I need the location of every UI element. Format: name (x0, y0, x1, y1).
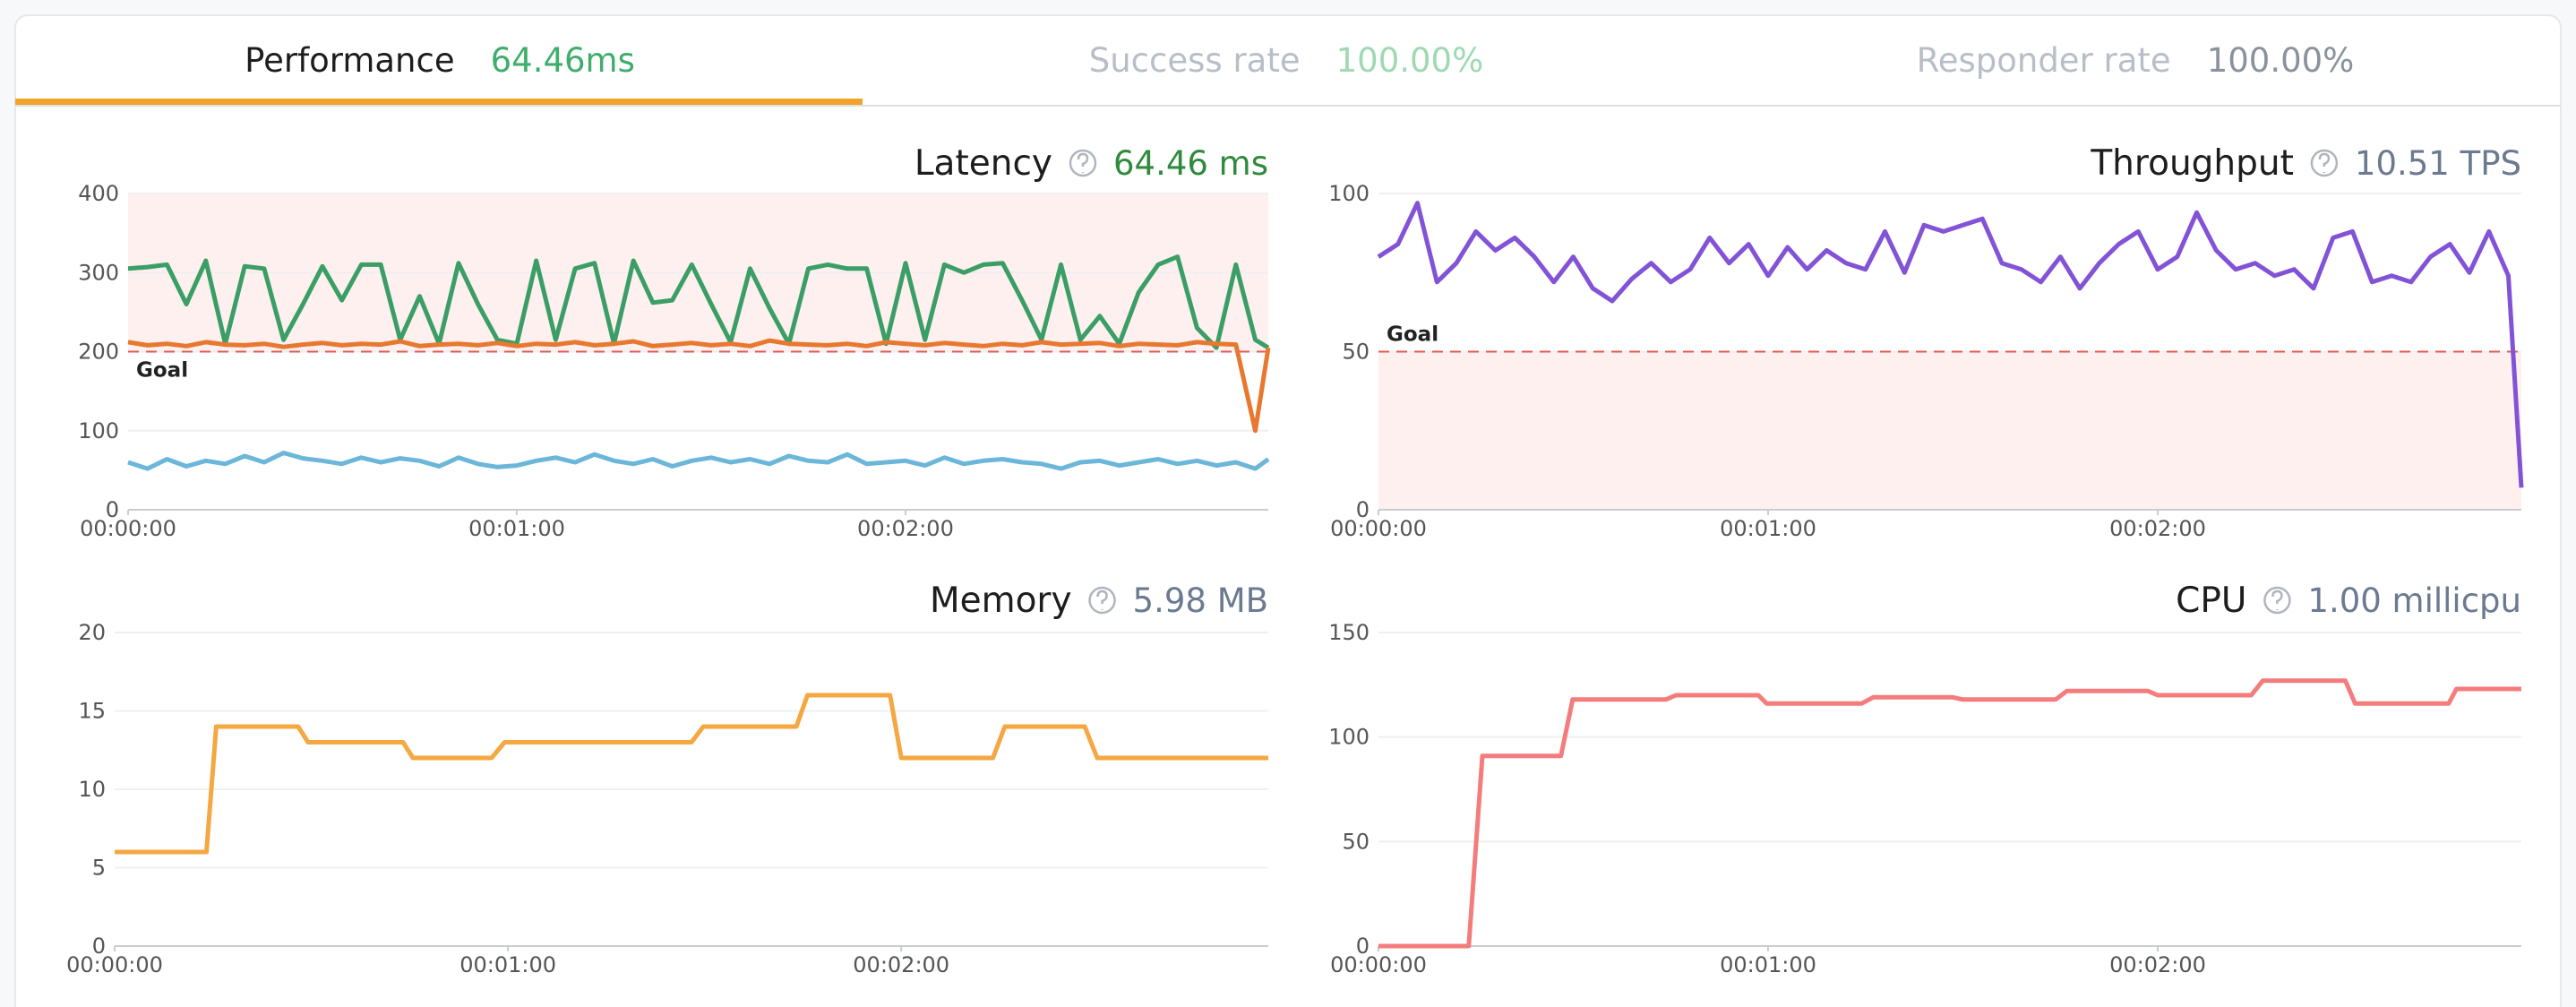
x-tick-label: 00:01:00 (459, 952, 556, 977)
y-tick-label: 300 (78, 260, 119, 285)
tab-label[interactable]: Success rate (1089, 41, 1301, 80)
tab-label[interactable]: Performance (245, 41, 454, 80)
y-tick-label: 50 (1342, 829, 1370, 854)
x-tick-label: 00:00:00 (1330, 516, 1427, 541)
chart-title: Memory (930, 581, 1072, 621)
help-icon[interactable] (1088, 586, 1116, 615)
series-line (115, 693, 1268, 855)
help-icon-glyph[interactable] (2318, 152, 2331, 173)
y-tick-label: 400 (78, 181, 119, 206)
x-tick-label: 00:02:00 (857, 516, 954, 541)
chart-summary: 10.51 TPS (2355, 144, 2521, 183)
series-line (127, 451, 1270, 471)
tab-value[interactable]: 100.00% (1336, 41, 1484, 80)
tab-value[interactable]: 100.00% (2207, 41, 2355, 80)
help-icon-glyph[interactable] (1077, 152, 1089, 173)
chart-title: Latency (914, 143, 1052, 184)
y-tick-label: 0 (1356, 934, 1370, 959)
chart-summary: 1.00 millicpu (2307, 581, 2521, 620)
y-tick-label: 20 (78, 620, 106, 645)
y-tick-label: 0 (1356, 497, 1370, 522)
x-tick-label: 00:02:00 (853, 952, 949, 977)
y-tick-label: 100 (78, 418, 119, 443)
x-tick-label: 00:02:00 (2109, 516, 2206, 541)
y-tick-label: 100 (1328, 725, 1370, 750)
x-tick-label: 00:01:00 (1720, 516, 1816, 541)
tab-value[interactable]: 64.46ms (491, 41, 635, 80)
chart-summary: 64.46 ms (1113, 144, 1268, 183)
series-line (1377, 201, 2524, 488)
y-tick-label: 0 (92, 934, 106, 959)
goal-label: Goal (136, 359, 188, 383)
y-tick-label: 10 (78, 777, 106, 802)
chart-summary: 5.98 MB (1133, 581, 1268, 620)
y-tick-label: 100 (1328, 181, 1370, 206)
active-tab-indicator (15, 99, 863, 105)
y-tick-label: 200 (78, 340, 119, 365)
x-tick-label: 00:01:00 (1720, 952, 1816, 977)
y-tick-label: 15 (78, 699, 106, 724)
series-line (127, 338, 1271, 434)
tab-label[interactable]: Responder rate (1917, 41, 2171, 80)
goal-label: Goal (1387, 323, 1438, 347)
y-tick-label: 150 (1328, 620, 1370, 645)
help-icon-glyph[interactable] (2271, 590, 2283, 610)
help-icon[interactable] (2310, 149, 2339, 177)
chart-title: CPU (2176, 581, 2246, 621)
x-tick-label: 00:00:00 (1330, 952, 1427, 977)
series-line (1378, 678, 2521, 949)
x-tick-label: 00:00:00 (66, 952, 163, 977)
chart-title: Throughput (2090, 143, 2294, 184)
x-tick-label: 00:00:00 (80, 516, 176, 541)
series-line (127, 254, 1270, 350)
help-icon[interactable] (2263, 586, 2291, 615)
goal-region (1378, 351, 2521, 510)
y-tick-label: 50 (1342, 340, 1370, 365)
x-tick-label: 00:01:00 (468, 516, 565, 541)
x-tick-label: 00:02:00 (2109, 952, 2206, 977)
help-icon[interactable] (1069, 149, 1097, 177)
y-tick-label: 5 (92, 856, 106, 881)
help-icon-glyph[interactable] (1096, 590, 1108, 610)
y-tick-label: 0 (106, 497, 119, 522)
